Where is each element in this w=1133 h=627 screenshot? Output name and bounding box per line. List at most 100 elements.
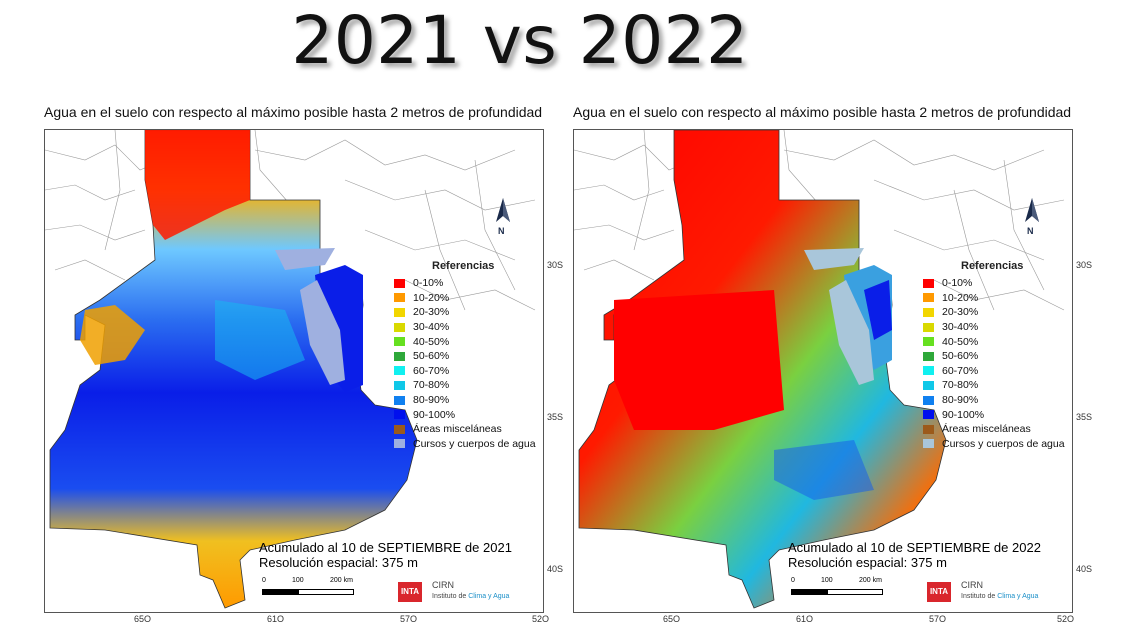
lon-label: 61O: [796, 614, 814, 624]
legend-item: 70-80%: [394, 378, 574, 393]
legend-swatch: [394, 278, 405, 288]
institute-highlight: Clima y Agua: [468, 593, 510, 600]
west-orange-patch: [80, 305, 145, 365]
scale-label: 100: [821, 577, 833, 584]
resolution-text: Resolución espacial: 375 m: [259, 555, 418, 570]
legend: Referencias 0-10% 10-20% 20-30% 30-40% 4…: [394, 260, 574, 451]
cirn-text: CIRN: [432, 580, 454, 590]
legend-item: 10-20%: [923, 291, 1103, 306]
legend-swatch: [394, 424, 405, 434]
legend-item: 50-60%: [394, 349, 574, 364]
legend-label: 70-80%: [942, 379, 979, 392]
north-red-patch: [145, 130, 250, 240]
legend-label: 80-90%: [942, 394, 979, 407]
lat-label: 30S: [1076, 260, 1093, 270]
legend-swatch: [394, 439, 405, 449]
legend-item: 10-20%: [394, 291, 574, 306]
legend-label: Áreas misceláneas: [413, 423, 502, 436]
legend-swatch: [923, 424, 934, 434]
scale-bar: 0 100 200 km: [262, 577, 372, 603]
legend-title: Referencias: [432, 260, 495, 272]
soil-water-map: N: [574, 130, 1065, 609]
lon-label: 57O: [400, 614, 418, 624]
cirn-logo: CIRN Instituto de Clima y Agua: [432, 580, 509, 602]
legend-label: 60-70%: [942, 364, 979, 377]
legend-item: 60-70%: [394, 364, 574, 379]
legend-swatch: [923, 395, 934, 405]
legend-label: 40-50%: [413, 335, 450, 348]
scale-label: 100: [292, 577, 304, 584]
legend-label: 90-100%: [942, 408, 985, 421]
lat-label: 40S: [1076, 564, 1093, 574]
legend-label: Cursos y cuerpos de agua: [413, 437, 536, 450]
legend-label: 40-50%: [942, 335, 979, 348]
legend-swatch: [394, 293, 405, 303]
legend-item: Áreas misceláneas: [923, 422, 1103, 437]
legend-swatch: [923, 307, 934, 317]
accumulated-date: Acumulado al 10 de SEPTIEMBRE de 2021: [259, 540, 512, 555]
legend-label: 80-90%: [413, 394, 450, 407]
south-blue-patch: [774, 440, 874, 500]
central-cyan-patch: [215, 300, 305, 380]
lat-label: 30S: [547, 260, 564, 270]
legend-item: 70-80%: [923, 378, 1103, 393]
main-title: 2021 vs 2022: [291, 2, 749, 79]
map-frame: N: [573, 129, 1073, 613]
legend-item: 90-100%: [923, 407, 1103, 422]
legend-swatch: [923, 439, 934, 449]
legend-swatch: [394, 337, 405, 347]
institute-prefix: Instituto de: [961, 593, 998, 600]
legend-item: 20-30%: [394, 305, 574, 320]
map-frame: N: [44, 129, 544, 613]
cirn-logo: CIRN Instituto de Clima y Agua: [961, 580, 1038, 602]
boundary-lines: [574, 130, 1065, 311]
legend-item: 60-70%: [923, 364, 1103, 379]
legend-swatch: [923, 322, 934, 332]
panel-title: Agua en el suelo con respecto al máximo …: [573, 104, 1072, 120]
legend-swatch: [394, 380, 405, 390]
legend-swatch: [394, 322, 405, 332]
legend: Referencias 0-10% 10-20% 20-30% 30-40% 4…: [923, 260, 1103, 451]
lon-label: 52O: [1057, 614, 1075, 624]
legend-label: 10-20%: [942, 291, 979, 304]
legend-label: 90-100%: [413, 408, 456, 421]
legend-item: 0-10%: [923, 276, 1103, 291]
lat-label: 35S: [547, 412, 564, 422]
scale-label: 0: [262, 577, 266, 584]
legend-item: 20-30%: [923, 305, 1103, 320]
lat-label: 40S: [547, 564, 564, 574]
panel-title: Agua en el suelo con respecto al máximo …: [44, 104, 543, 120]
legend-label: 30-40%: [413, 321, 450, 334]
legend-item: 30-40%: [923, 320, 1103, 335]
inta-logo: INTA: [398, 582, 422, 602]
institute-highlight: Clima y Agua: [997, 593, 1039, 600]
map-panel-2022: Agua en el suelo con respecto al máximo …: [573, 104, 1097, 624]
legend-label: 60-70%: [413, 364, 450, 377]
legend-label: 20-30%: [942, 306, 979, 319]
legend-label: 50-60%: [413, 350, 450, 363]
lat-label: 35S: [1076, 412, 1093, 422]
legend-label: 0-10%: [413, 277, 444, 290]
north-arrow-icon: [1025, 198, 1039, 222]
legend-item: 0-10%: [394, 276, 574, 291]
lon-label: 65O: [134, 614, 152, 624]
estuary-body: [300, 280, 345, 385]
scale-label: 200 km: [859, 577, 882, 584]
legend-label: Cursos y cuerpos de agua: [942, 437, 1065, 450]
inta-logo: INTA: [927, 582, 951, 602]
legend-swatch: [923, 410, 934, 420]
river-body: [275, 248, 335, 270]
legend-swatch: [923, 380, 934, 390]
legend-label: 20-30%: [413, 306, 450, 319]
river-body: [804, 248, 864, 270]
legend-item: 80-90%: [394, 393, 574, 408]
lon-label: 52O: [532, 614, 550, 624]
legend-label: 50-60%: [942, 350, 979, 363]
north-label: N: [498, 226, 505, 236]
scale-label: 200 km: [330, 577, 353, 584]
legend-item: 80-90%: [923, 393, 1103, 408]
legend-label: Áreas misceláneas: [942, 423, 1031, 436]
legend-item: 30-40%: [394, 320, 574, 335]
legend-swatch: [923, 293, 934, 303]
legend-swatch: [923, 337, 934, 347]
